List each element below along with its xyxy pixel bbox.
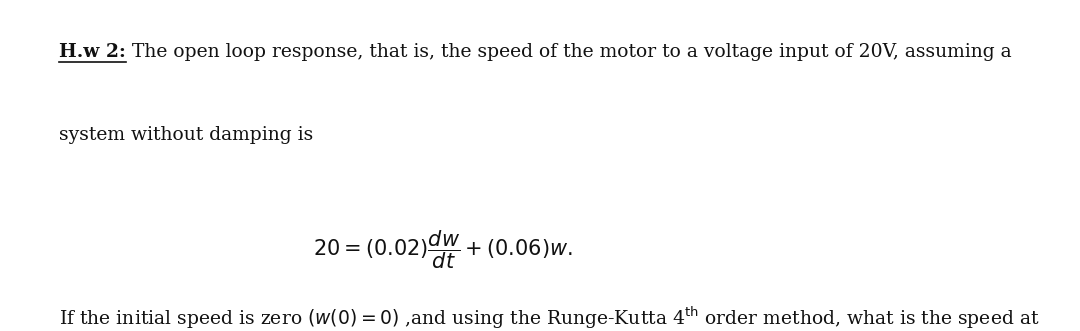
Text: The open loop response, that is, the speed of the motor to a voltage input of 20: The open loop response, that is, the spe…: [126, 43, 1012, 61]
Text: $20 = (0.02)\dfrac{dw}{dt} + (0.06)w.$: $20 = (0.02)\dfrac{dw}{dt} + (0.06)w.$: [313, 228, 572, 271]
Text: system without damping is: system without damping is: [59, 126, 313, 144]
Text: If the initial speed is zero $(w(0) = 0)$ ,and using the Runge-Kutta 4$^{\mathrm: If the initial speed is zero $(w(0) = 0)…: [59, 305, 1040, 331]
Text: H.w 2:: H.w 2:: [59, 43, 126, 61]
